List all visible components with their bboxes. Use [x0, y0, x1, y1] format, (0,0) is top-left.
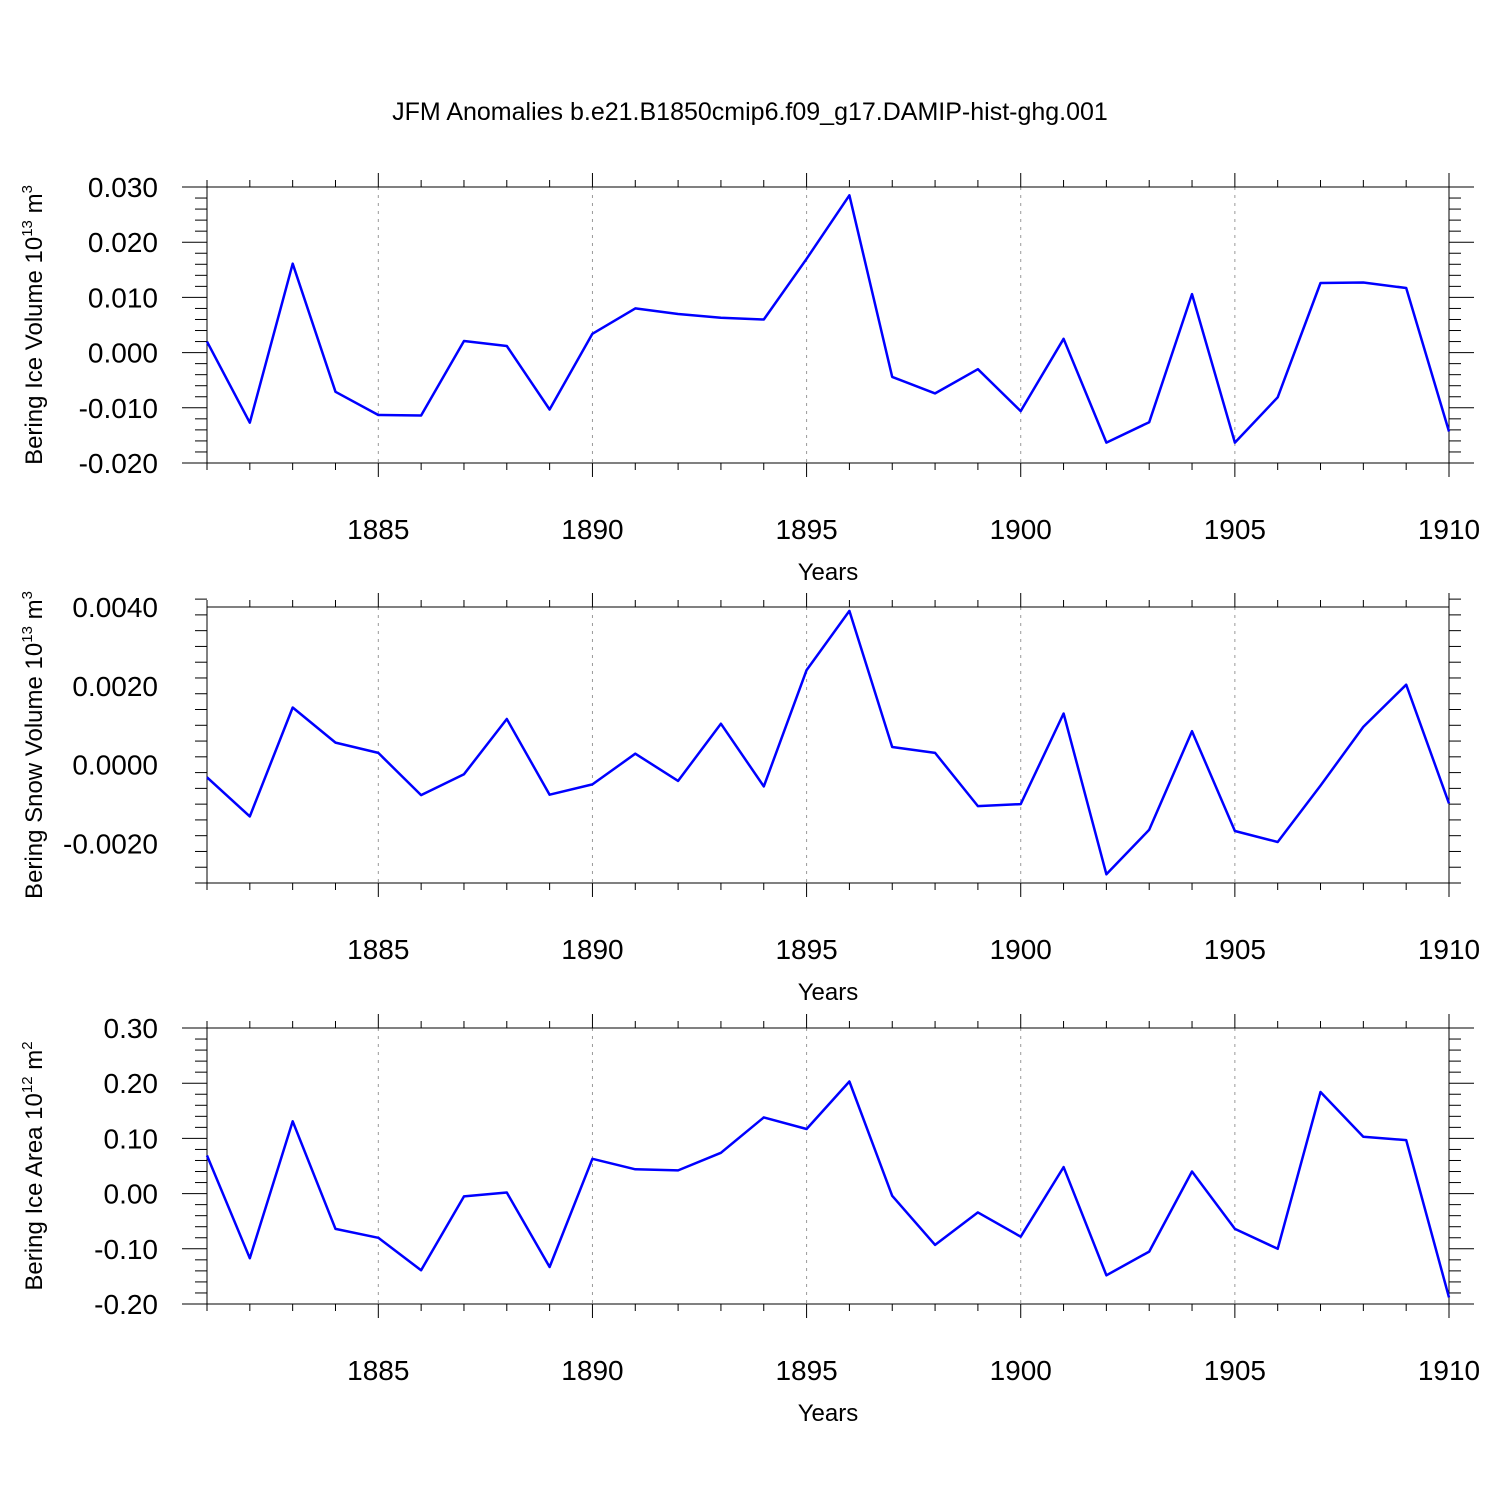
panel-1-y-tick-label: 0.030 — [88, 172, 158, 203]
panel-1-plot-frame — [206, 186, 1450, 464]
panel-2-y-tick-label: 0.0000 — [72, 750, 158, 781]
panel-3-series-line — [205, 1080, 1451, 1298]
panel-2-x-tick-label: 1900 — [990, 934, 1052, 965]
panel-2-series-line — [206, 609, 1451, 876]
panel-2-x-tick-label: 1885 — [347, 934, 409, 965]
panel-3-y-tick-label: 0.10 — [104, 1123, 159, 1154]
panel-1-series-line — [205, 194, 1451, 444]
panel-3-y-tick-label: 0.00 — [104, 1179, 159, 1210]
panel-2-x-tick-label: 1895 — [775, 934, 837, 965]
panel-1-y-tick-label: -0.020 — [79, 448, 158, 479]
panel-1-x-tick-label: 1910 — [1418, 514, 1480, 545]
panel-1-y-tick-label: 0.020 — [88, 227, 158, 258]
panel-3-y-tick-label: 0.30 — [104, 1013, 159, 1044]
panel-3-x-tick-label: 1885 — [347, 1355, 409, 1386]
panel-2-y-axis-label: Bering Snow Volume 1013 m3 — [19, 591, 48, 899]
panel-3-x-tick-label: 1890 — [561, 1355, 623, 1386]
panel-3-x-axis-label: Years — [798, 1400, 859, 1427]
panel-1-x-tick-label: 1895 — [775, 514, 837, 545]
panel-1-y-tick-label: 0.010 — [88, 282, 158, 313]
panel-3-x-tick-label: 1905 — [1204, 1355, 1266, 1386]
panel-2-y-tick-label: 0.0020 — [72, 671, 158, 702]
chart-title: JFM Anomalies b.e21.B1850cmip6.f09_g17.D… — [392, 98, 1108, 126]
panel-1-y-tick-label: 0.000 — [88, 338, 158, 369]
panel-3-y-axis-label: Bering Ice Area 1012 m2 — [19, 1041, 48, 1290]
panel-1-x-tick-label: 1905 — [1204, 514, 1266, 545]
panel-3-x-tick-label: 1910 — [1418, 1355, 1480, 1386]
panel-1-x-axis-label: Years — [798, 559, 859, 586]
panel-3-y-tick-label: 0.20 — [104, 1068, 159, 1099]
panel-2-x-tick-label: 1910 — [1418, 934, 1480, 965]
panel-2-y-tick-label: 0.0040 — [72, 592, 158, 623]
panel-1-x-tick-label: 1885 — [347, 514, 409, 545]
panel-1-y-axis-label: Bering Ice Volume 1013 m3 — [19, 185, 48, 465]
panel-2-y-tick-label: -0.0020 — [63, 829, 158, 860]
panel-3-y-tick-label: -0.10 — [94, 1234, 158, 1265]
panel-2-x-axis-label: Years — [798, 979, 859, 1006]
panel-1-x-tick-label: 1900 — [990, 514, 1052, 545]
panel-3-y-tick-label: -0.20 — [94, 1289, 158, 1320]
panel-3-x-tick-label: 1895 — [775, 1355, 837, 1386]
panel-1-x-tick-label: 1890 — [561, 514, 623, 545]
panel-1-y-tick-label: -0.010 — [79, 393, 158, 424]
panel-2-x-tick-label: 1905 — [1204, 934, 1266, 965]
panel-3-x-tick-label: 1900 — [990, 1355, 1052, 1386]
panel-3-plot-frame — [206, 1027, 1450, 1305]
panel-2-x-tick-label: 1890 — [561, 934, 623, 965]
panel-2-plot-frame — [206, 606, 1450, 884]
